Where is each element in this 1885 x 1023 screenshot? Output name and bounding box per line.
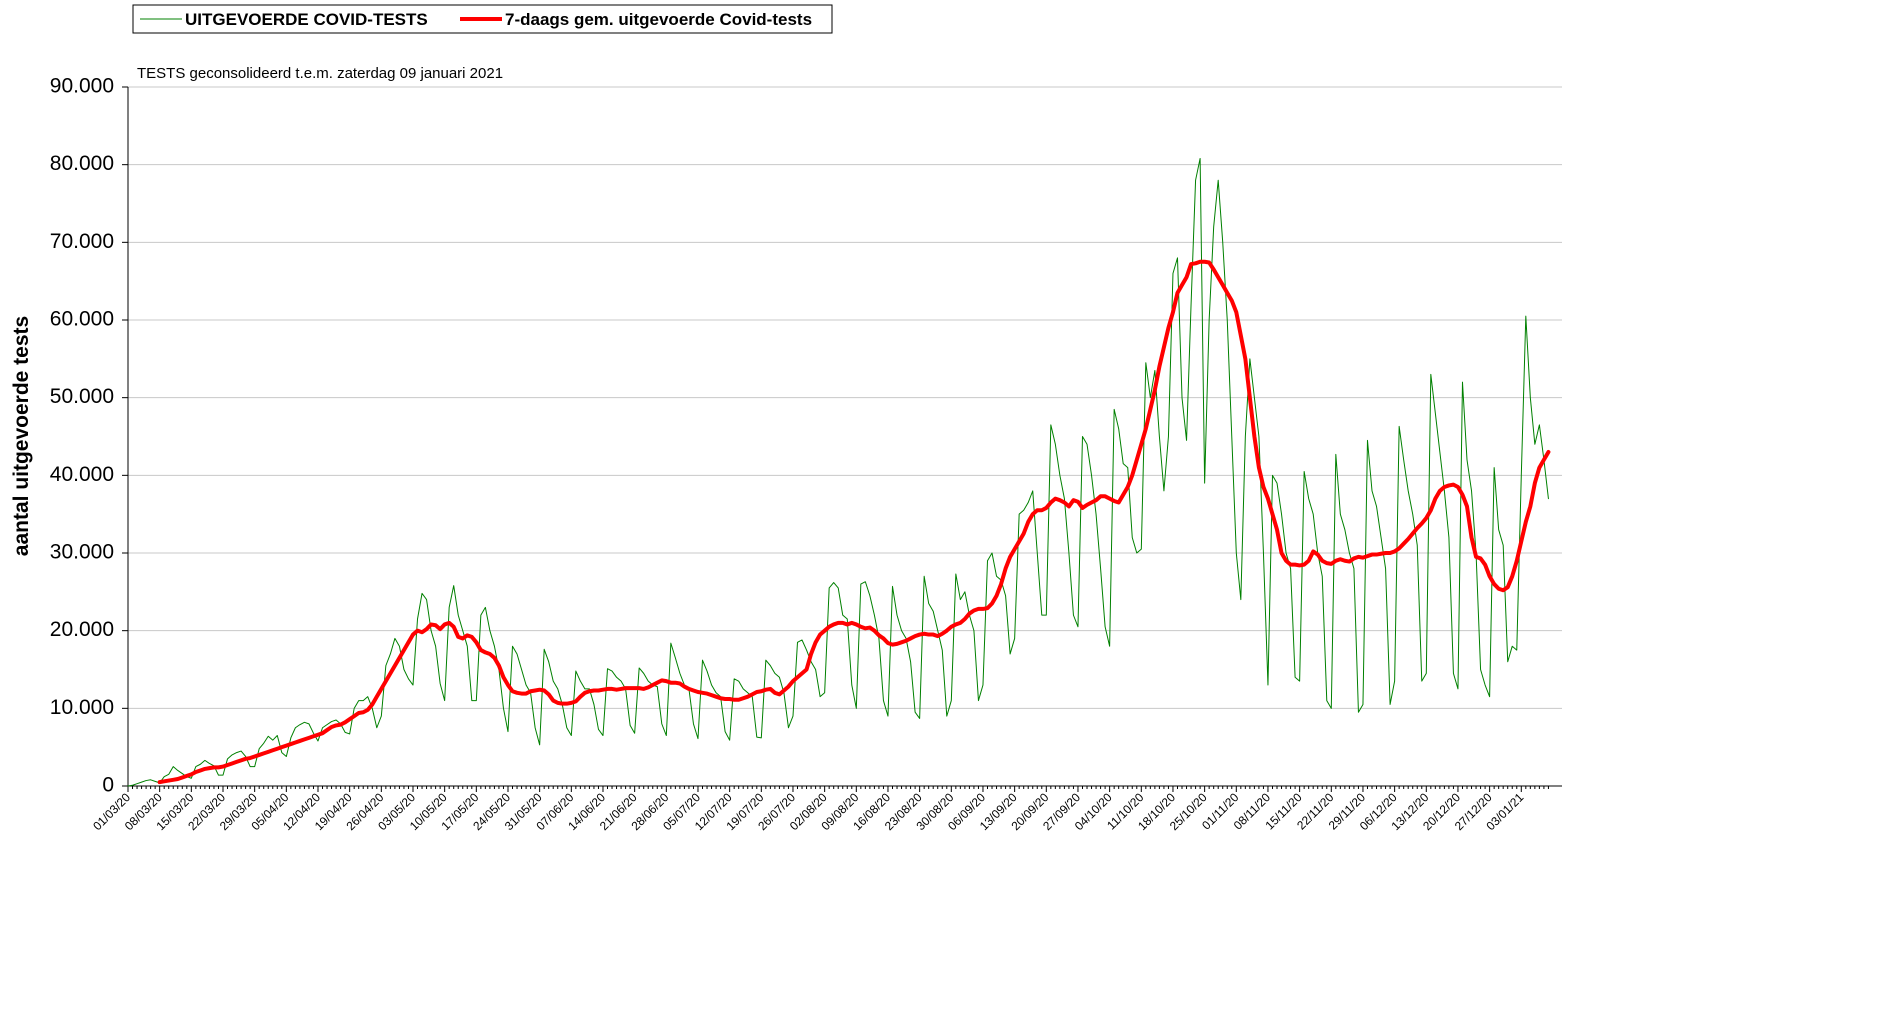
y-tick-label: 90.000	[50, 75, 114, 98]
y-tick-label: 0	[102, 774, 114, 797]
y-tick-label: 30.000	[50, 541, 114, 564]
series-line	[127, 157, 1549, 787]
y-axis-label: aantal uitgevoerde tests	[10, 316, 33, 556]
y-tick-label: 80.000	[50, 152, 114, 175]
y-tick-label: 20.000	[50, 618, 114, 641]
legend-label: UITGEVOERDE COVID-TESTS	[185, 10, 428, 29]
y-tick-label: 10.000	[50, 696, 114, 719]
legend-label: 7-daags gem. uitgevoerde Covid-tests	[505, 10, 812, 29]
annotation: TESTS geconsolideerd t.e.m. zaterdag 09 …	[137, 65, 503, 82]
y-tick-label: 70.000	[50, 230, 114, 253]
series-line	[157, 259, 1551, 785]
y-tick-label: 50.000	[50, 385, 114, 408]
y-tick-label: 40.000	[50, 463, 114, 486]
y-tick-label: 60.000	[50, 308, 114, 331]
